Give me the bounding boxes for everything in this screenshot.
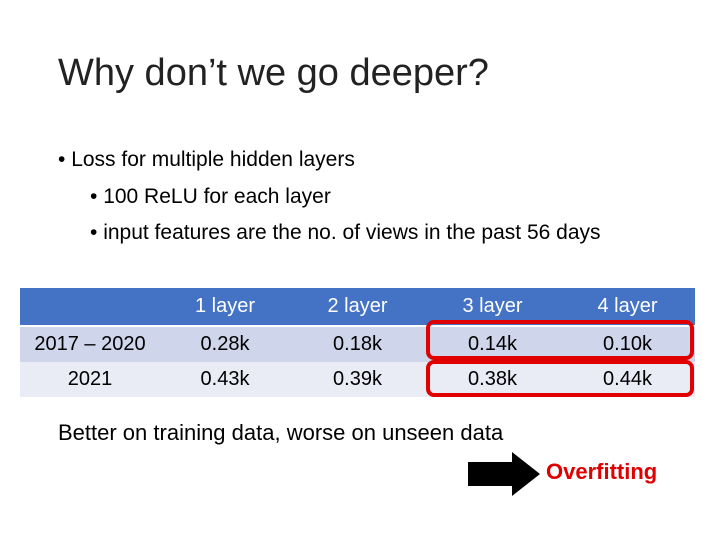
arrow bbox=[468, 452, 540, 496]
highlight-box bbox=[426, 360, 694, 397]
bullet: • Loss for multiple hidden layers bbox=[58, 148, 355, 171]
cell: 2021 bbox=[20, 362, 160, 397]
table-row: 2021 0.43k 0.39k 0.38k 0.44k bbox=[20, 362, 695, 397]
sub-bullet: • input features are the no. of views in… bbox=[90, 221, 601, 244]
header-cell bbox=[20, 288, 160, 327]
bullet-text: Loss for multiple hidden layers bbox=[71, 148, 355, 171]
highlight-box bbox=[426, 320, 694, 360]
cell: 0.39k bbox=[290, 362, 425, 397]
cell: 0.38k bbox=[425, 362, 560, 397]
results-table: 1 layer 2 layer 3 layer 4 layer 2017 – 2… bbox=[20, 288, 695, 397]
header-cell: 1 layer bbox=[160, 288, 290, 327]
slide-title: Why don’t we go deeper? bbox=[58, 52, 489, 94]
header-cell: 2 layer bbox=[290, 288, 425, 327]
cell: 0.44k bbox=[560, 362, 695, 397]
caption: Better on training data, worse on unseen… bbox=[58, 420, 504, 445]
cell: 0.43k bbox=[160, 362, 290, 397]
header-row: 1 layer 2 layer 3 layer 4 layer bbox=[20, 288, 695, 327]
sub-bullet: • 100 ReLU for each layer bbox=[90, 185, 331, 208]
cell: 0.18k bbox=[290, 326, 425, 362]
bullet-text: 100 ReLU for each layer bbox=[103, 185, 331, 208]
conclusion: Overfitting bbox=[546, 459, 658, 484]
cell: 2017 – 2020 bbox=[20, 326, 160, 362]
bullet-text: input features are the no. of views in t… bbox=[103, 221, 601, 244]
cell: 0.28k bbox=[160, 326, 290, 362]
